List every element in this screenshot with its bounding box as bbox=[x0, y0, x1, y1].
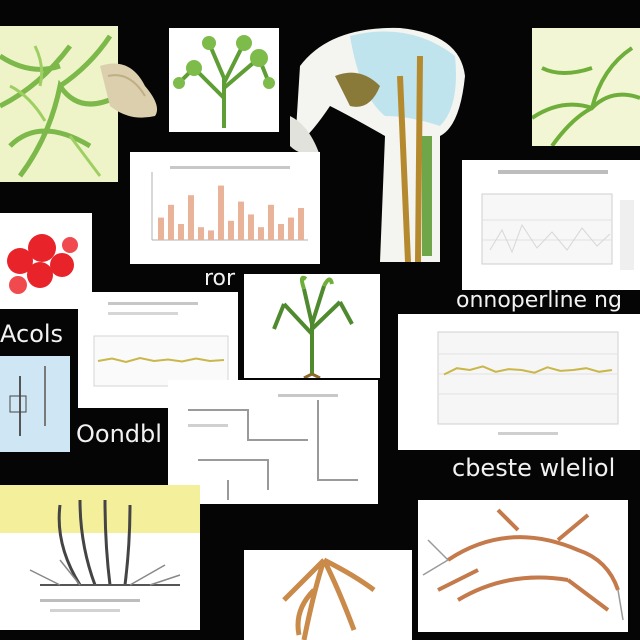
neuron-diagram-tile bbox=[0, 485, 200, 630]
root-illustration-tile bbox=[244, 550, 412, 640]
small-chart-bar bbox=[278, 224, 284, 240]
small-chart-bar bbox=[258, 227, 264, 240]
caption-onnoperline: onnoperline ng bbox=[456, 290, 622, 312]
small-chart-bar bbox=[298, 208, 304, 240]
small-chart-bar bbox=[198, 227, 204, 240]
small-bar-chart-bars bbox=[158, 186, 304, 240]
bone-tan-shape bbox=[100, 56, 162, 122]
caption-oondbl: Oondbl bbox=[76, 422, 162, 446]
wide-line-chart bbox=[398, 314, 640, 450]
caption-cbeste: cbeste wleliol bbox=[452, 456, 615, 480]
plant-illustration-tile bbox=[169, 28, 279, 132]
small-bar-chart bbox=[130, 152, 320, 264]
small-chart-bar bbox=[268, 205, 274, 240]
caption-acols: Acols bbox=[0, 322, 63, 346]
small-chart-bar bbox=[228, 221, 234, 240]
small-chart-bar bbox=[218, 186, 224, 240]
caption-ror: ror bbox=[204, 268, 235, 290]
line-chart-top-right bbox=[462, 160, 640, 290]
nerve-branch-tile bbox=[418, 500, 628, 632]
small-chart-bar bbox=[178, 224, 184, 240]
green-branch-tile bbox=[532, 28, 640, 146]
wide-line-chart-svg bbox=[398, 314, 640, 450]
small-chart-bar bbox=[238, 202, 244, 240]
plant-sprout-tile bbox=[244, 274, 380, 378]
blue-schematic-tile bbox=[0, 356, 70, 452]
small-chart-bar bbox=[168, 205, 174, 240]
small-chart-bar bbox=[288, 218, 294, 240]
small-chart-bar bbox=[248, 214, 254, 240]
small-bar-chart-svg bbox=[130, 152, 320, 264]
small-chart-bar bbox=[158, 218, 164, 240]
small-chart-bar bbox=[208, 230, 214, 240]
small-chart-bar bbox=[188, 195, 194, 240]
